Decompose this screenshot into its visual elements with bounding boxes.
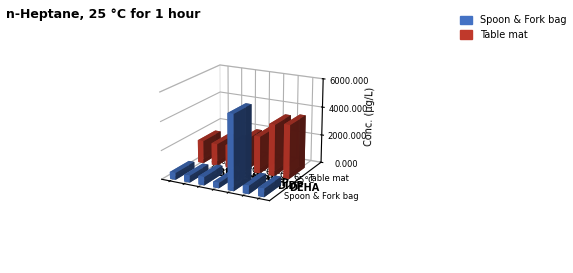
Legend: Spoon & Fork bag, Table mat: Spoon & Fork bag, Table mat <box>458 13 568 42</box>
Text: n-Heptane, 25 °C for 1 hour: n-Heptane, 25 °C for 1 hour <box>6 8 200 21</box>
